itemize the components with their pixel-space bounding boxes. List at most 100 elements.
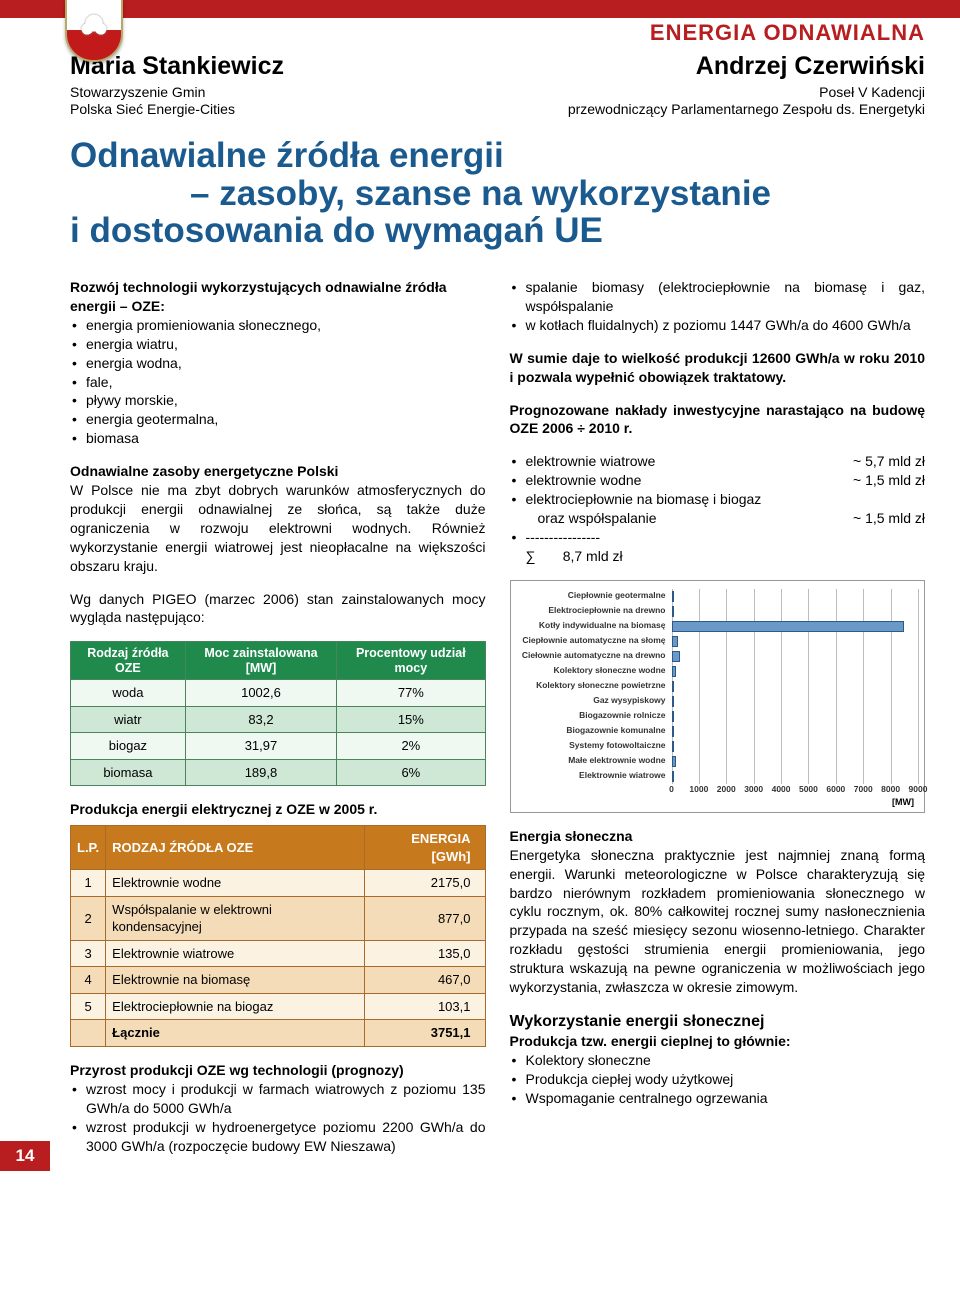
list-item: energia wodna, [70, 354, 486, 373]
chart-bar [672, 621, 905, 632]
article-title: Odnawialne źródła energii – zasoby, szan… [70, 137, 925, 250]
table-cell: Elektrownie na biomasę [106, 967, 365, 994]
chart-category-label: Ciepłownie geotermalne [517, 590, 672, 601]
paragraph-total-production: W sumie daje to wielkość produkcji 12600… [510, 349, 926, 387]
chart-tick: 0 [669, 784, 674, 795]
chart-bar-row: Kolektory słoneczne powietrzne [517, 679, 919, 694]
heading-forecast: Przyrost produkcji OZE wg technologii (p… [70, 1061, 486, 1080]
table-cell: 1002,6 [185, 680, 336, 707]
table-cell: 4 [71, 967, 106, 994]
table-production-2005: L.P.RODZAJ ŹRÓDŁA OZEENERGIA [GWh]1Elekt… [70, 825, 486, 1047]
cost-row: elektrociepłownie na biomasę i biogaz [510, 490, 926, 509]
section-label: ENERGIA ODNAWIALNA [650, 18, 925, 48]
chart-bar [672, 636, 678, 647]
table-cell: Elektrownie wiatrowe [106, 940, 365, 967]
list-item: Kolektory słoneczne [510, 1051, 926, 1070]
chart-bar-row: Kotły indywidualne na biomasę [517, 619, 919, 634]
chart-category-label: Kotły indywidualne na biomasę [517, 620, 672, 631]
two-column-layout: Rozwój technologii wykorzystujących odna… [70, 278, 925, 1169]
table-cell: 3 [71, 940, 106, 967]
chart-category-label: Kolektory słoneczne wodne [517, 665, 672, 676]
table-header: Moc zainstalowana [MW] [185, 642, 336, 680]
table-header: Procentowy udział mocy [337, 642, 485, 680]
table-cell: wiatr [71, 706, 186, 733]
table-cell: Elektrownie wodne [106, 870, 365, 897]
heading-resources-poland: Odnawialne zasoby energetyczne Polski [70, 462, 486, 481]
block-solar-use: Wykorzystanie energii słonecznej Produkc… [510, 1011, 926, 1108]
table-cell: 3751,1 [365, 1020, 485, 1047]
cost-row: elektrownie wodne ~ 1,5 mld zł [510, 471, 926, 490]
chart-bar-row: Elektrociepłownie na drewno [517, 604, 919, 619]
cost-value: ~ 1,5 mld zł [853, 509, 925, 528]
heading-solar-use: Wykorzystanie energii słonecznej [510, 1011, 926, 1033]
table-cell [71, 1020, 106, 1047]
chart-category-label: Elektrownie wiatrowe [517, 770, 672, 781]
chart-category-label: Małe elektrownie wodne [517, 755, 672, 766]
chart-bar-row: Ciepłownie automatyczne na słomę [517, 634, 919, 649]
table-cell: biomasa [71, 759, 186, 786]
author-right: Andrzej Czerwiński Poseł V Kadencji prze… [568, 50, 925, 119]
chart-bar [672, 771, 674, 782]
title-line3: i dostosowania do wymagań UE [70, 212, 925, 250]
chart-category-label: Ciepłownie automatyczne na słomę [517, 635, 672, 646]
block-forecast: Przyrost produkcji OZE wg technologii (p… [70, 1061, 486, 1155]
list-item: spalanie biomasy (elektrociepłownie na b… [510, 278, 926, 316]
list-solar-use: Kolektory słoneczneProdukcja ciepłej wod… [510, 1051, 926, 1108]
list-item: w kotłach fluidalnych) z poziomu 1447 GW… [510, 316, 926, 335]
table-cell: 77% [337, 680, 485, 707]
chart-tick: 1000 [689, 784, 708, 795]
cost-value: ~ 1,5 mld zł [853, 471, 925, 490]
cost-label: elektrownie wodne [510, 471, 642, 490]
chart-bar [672, 651, 680, 662]
list-item: energia wiatru, [70, 335, 486, 354]
chart-x-label: [MW] [517, 796, 919, 808]
chart-bar-row: Gaz wysypiskowy [517, 694, 919, 709]
author-right-name: Andrzej Czerwiński [568, 50, 925, 84]
table-header: RODZAJ ŹRÓDŁA OZE [106, 826, 365, 870]
chart-bar-row: Systemy fotowoltaiczne [517, 739, 919, 754]
cost-label: elektrociepłownie na biomasę i biogaz [510, 490, 762, 509]
chart-bar [672, 606, 674, 617]
table-header: Rodzaj źródła OZE [71, 642, 186, 680]
chart-bar-row: Biogazownie rolnicze [517, 709, 919, 724]
table-cell: 135,0 [365, 940, 485, 967]
table-cell: 2175,0 [365, 870, 485, 897]
cost-label: elektrownie wiatrowe [510, 452, 656, 471]
paragraph-resources-poland: W Polsce nie ma zbyt dobrych warunków at… [70, 481, 486, 575]
author-left-affil2: Polska Sieć Energie-Cities [70, 101, 284, 119]
column-right: spalanie biomasy (elektrociepłownie na b… [510, 278, 926, 1169]
table-cell: biogaz [71, 733, 186, 760]
list-forecast: wzrost mocy i produkcji w farmach wiatro… [70, 1080, 486, 1156]
chart-x-axis: 0100020003000400050006000700080009000 [672, 784, 919, 796]
chart-bar [672, 741, 674, 752]
chart-tick: 8000 [881, 784, 900, 795]
chart-plot-area: Ciepłownie geotermalne Elektrociepłownie … [517, 589, 919, 784]
chart-category-label: Biogazownie rolnicze [517, 710, 672, 721]
chart-category-label: Ciełownie automatyczne na drewno [517, 650, 672, 661]
heading-oze-sources: Rozwój technologii wykorzystujących odna… [70, 278, 486, 316]
heading-solar: Energia słoneczna [510, 827, 926, 846]
chart-tick: 2000 [717, 784, 736, 795]
block-pigeo-intro: Wg danych PIGEO (marzec 2006) stan zains… [70, 590, 486, 628]
block-resources-poland: Odnawialne zasoby energetyczne Polski W … [70, 462, 486, 575]
table-cell: 83,2 [185, 706, 336, 733]
chart-bar-row: Kolektory słoneczne wodne [517, 664, 919, 679]
subheading-solar-use: Produkcja tzw. energii cieplnej to główn… [510, 1032, 926, 1051]
chart-bar [672, 711, 674, 722]
list-item: biomasa [70, 429, 486, 448]
cost-row: elektrownie wiatrowe~ 5,7 mld zł [510, 452, 926, 471]
table-cell: 2% [337, 733, 485, 760]
chart-category-label: Gaz wysypiskowy [517, 695, 672, 706]
chart-bar [672, 591, 674, 602]
table-cell: woda [71, 680, 186, 707]
chart-oze-capacity: Ciepłownie geotermalne Elektrociepłownie … [510, 580, 926, 813]
page: ENERGIA ODNAWIALNA Maria Stankiewicz Sto… [0, 0, 960, 1189]
table-cell: 6% [337, 759, 485, 786]
list-item: wzrost produkcji w hydroenergetyce pozio… [70, 1118, 486, 1156]
list-item: Wspomaganie centralnego ogrzewania [510, 1089, 926, 1108]
table-cell: 103,1 [365, 993, 485, 1020]
table-cell: 877,0 [365, 896, 485, 940]
chart-bar-row: Małe elektrownie wodne [517, 754, 919, 769]
chart-tick: 5000 [799, 784, 818, 795]
table-cell: 5 [71, 993, 106, 1020]
